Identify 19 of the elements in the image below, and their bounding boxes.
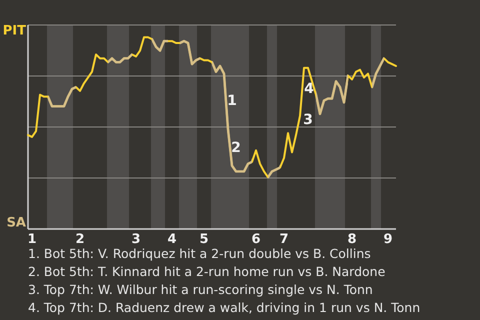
x-tick-label: 9	[383, 232, 393, 247]
x-tick-label: 1	[27, 232, 37, 247]
x-tick-label: 7	[279, 232, 289, 247]
x-tick-label: 6	[251, 232, 261, 247]
annotation: 2	[231, 140, 241, 156]
annotation: 4	[304, 80, 314, 97]
x-tick-label: 2	[75, 232, 85, 247]
x-tick-label: 3	[131, 232, 141, 247]
text: SA	[6, 216, 26, 231]
text: PIT	[2, 24, 26, 39]
x-tick-label: 4	[167, 232, 177, 247]
text: 2. Bot 5th: T. Kinnard hit a 2-run home run vs B. Nardone	[28, 264, 386, 279]
x-tick-label: 8	[347, 232, 357, 247]
text: 3. Top 7th: W. Wilbur hit a run-scoring single vs N. Tonn	[28, 282, 373, 297]
text: 1. Bot 5th: V. Rodriquez hit a 2-run double vs B. Collins	[28, 246, 371, 261]
text: 4. Top 7th: D. Raduenz drew a walk, driving in 1 run vs N. Tonn	[28, 300, 420, 315]
x-tick-label: 5	[199, 232, 209, 247]
annotation: 3	[303, 112, 313, 128]
annotation: 1	[227, 92, 237, 109]
